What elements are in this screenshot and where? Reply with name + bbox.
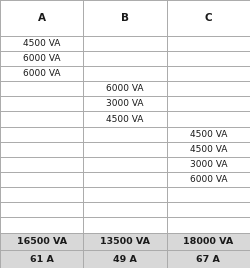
Text: 6000 VA: 6000 VA [190,175,227,184]
Bar [83,233,167,250]
Text: 6000 VA: 6000 VA [23,54,60,63]
Bar [167,233,250,250]
Bar [167,250,250,268]
Text: 16500 VA: 16500 VA [16,237,67,246]
Text: 4500 VA: 4500 VA [190,130,227,139]
Text: 4500 VA: 4500 VA [190,145,227,154]
Text: 49 A: 49 A [113,255,137,264]
Text: 6000 VA: 6000 VA [23,69,60,78]
Text: 67 A: 67 A [196,255,220,264]
Text: 61 A: 61 A [30,255,54,264]
Bar [0,233,83,250]
Text: B: B [121,13,129,23]
Text: C: C [204,13,212,23]
Text: 18000 VA: 18000 VA [183,237,234,246]
Text: 4500 VA: 4500 VA [106,114,144,124]
Text: 3000 VA: 3000 VA [190,160,227,169]
Bar [0,250,83,268]
Text: 6000 VA: 6000 VA [106,84,144,93]
Bar [83,250,167,268]
Text: A: A [38,13,46,23]
Text: 13500 VA: 13500 VA [100,237,150,246]
Text: 4500 VA: 4500 VA [23,39,60,48]
Text: 3000 VA: 3000 VA [106,99,144,108]
